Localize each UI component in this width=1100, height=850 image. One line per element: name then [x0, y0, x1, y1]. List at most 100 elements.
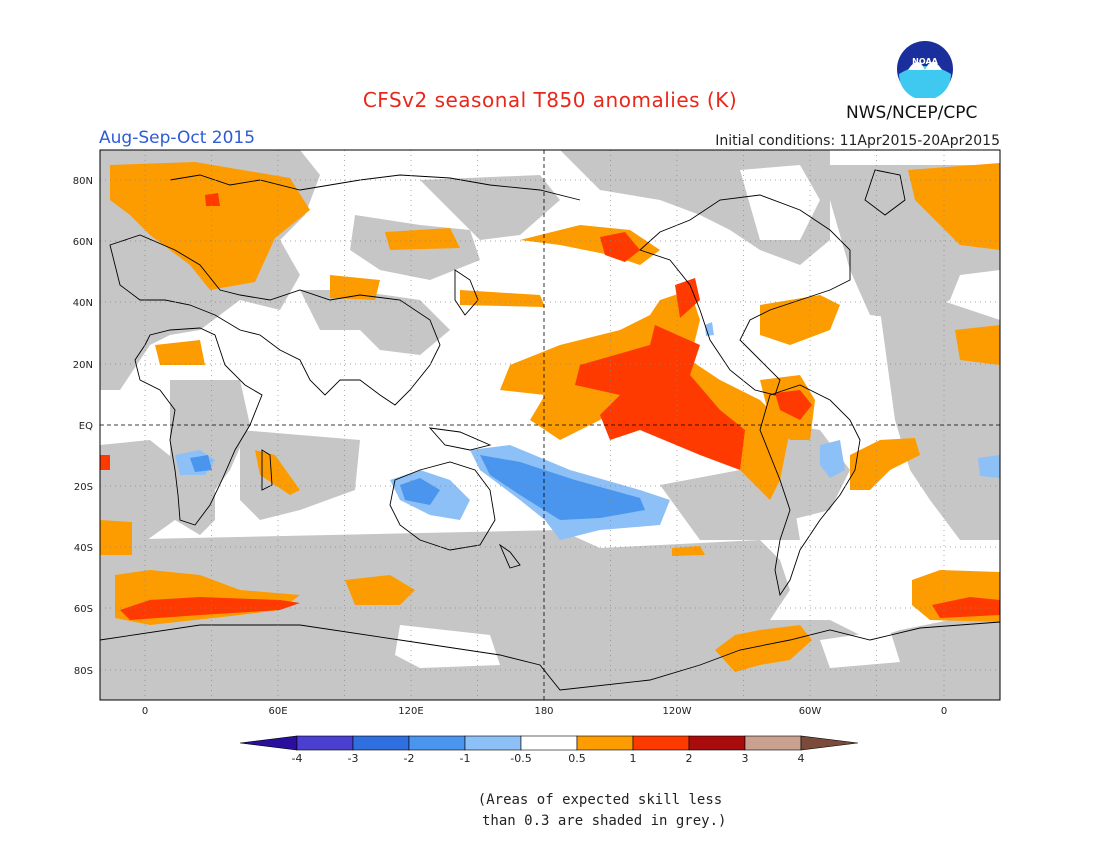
midblue-australia [400, 478, 440, 505]
colorbar-swatch [408, 735, 466, 751]
red-southern-ocean-africa [120, 597, 300, 620]
orange-siberia [385, 228, 460, 250]
colorbar-label: -3 [348, 752, 359, 765]
initial-conditions: Initial conditions: 11Apr2015-20Apr2015 [715, 133, 1000, 149]
lat-label: 40S [74, 543, 93, 554]
colorbar-swatch [632, 735, 690, 751]
footnote-line-2: than 0.3 are shaded in grey.) [473, 813, 727, 829]
orange-europe-east [908, 163, 1000, 250]
lon-label: 180 [534, 706, 553, 717]
red-western-us [675, 278, 700, 318]
colorbar-label: 2 [686, 752, 693, 765]
colorbar-arrow-low [239, 735, 298, 751]
orange-south-atlantic [850, 438, 920, 490]
colorbar-label: -1 [460, 752, 471, 765]
colorbar-swatch [520, 735, 578, 751]
colorbar-swatch [352, 735, 410, 751]
colorbar-label: 3 [742, 752, 749, 765]
coast-greenland-tip [864, 169, 906, 216]
lat-label: 40N [73, 298, 93, 309]
orange-east-atlantic [955, 325, 1000, 365]
lightblue-brazil [820, 440, 845, 478]
noaa-logo-text: NOAA [912, 57, 938, 66]
orange-south-atlantic-west [100, 520, 132, 555]
midblue-africa [190, 455, 212, 472]
orange-north-atlantic-coast [760, 295, 840, 345]
neutral-antarctic-2 [820, 630, 900, 668]
lat-label: 60S [74, 604, 93, 615]
coast-new-guinea [428, 427, 492, 451]
colorbar-swatch [576, 735, 634, 751]
red-nino-region [575, 325, 745, 470]
orange-antarctic-peninsula [715, 625, 812, 672]
colorbar-label: -2 [404, 752, 415, 765]
red-west-edge [100, 455, 110, 470]
footnote-line-1: (Areas of expected skill less [477, 792, 723, 808]
colorbar-label: 1 [630, 752, 637, 765]
noaa-logo: NOAA [897, 41, 953, 98]
red-southern-ocean-east [932, 597, 1000, 618]
coast-australia [389, 461, 496, 551]
anomaly-blue [175, 322, 1000, 540]
red-alaska [600, 232, 640, 262]
grey-indian-ocean [240, 430, 360, 520]
lon-label: 120W [663, 706, 692, 717]
orange-south-pacific-small [672, 546, 705, 556]
coast-madagascar [261, 449, 273, 491]
color-bar-labels: -4 -3 -2 -1 -0.5 0.5 1 2 3 4 [292, 752, 805, 765]
colorbar-swatch [688, 735, 746, 751]
lat-label: 20S [74, 482, 93, 493]
orange-southern-indian [345, 575, 415, 605]
coast-south-america [759, 384, 861, 597]
colorbar-swatch [296, 735, 354, 751]
grey-asia [300, 290, 450, 355]
longitude-labels: 0 60E 120E 180 120W 60W 0 [142, 706, 947, 717]
lat-label: 80N [73, 176, 93, 187]
coast-north-america [639, 194, 851, 396]
grey-okhotsk [420, 175, 560, 240]
orange-central-asia [330, 275, 380, 300]
lat-label: 20N [73, 360, 93, 371]
coastlines [99, 169, 1001, 691]
lon-label: 0 [941, 706, 947, 717]
coast-africa [134, 327, 263, 526]
lon-label: 0 [142, 706, 148, 717]
colorbar-swatch [464, 735, 522, 751]
coast-japan [454, 269, 479, 316]
lat-label: 80S [74, 666, 93, 677]
colorbar-label: -0.5 [510, 752, 531, 765]
anomaly-red [100, 193, 1000, 620]
lon-label: 120E [398, 706, 423, 717]
colorbar-label: 4 [798, 752, 805, 765]
coast-eurasia-south [109, 234, 441, 406]
red-caribbean [775, 390, 812, 420]
orange-sahara [155, 340, 205, 365]
map-panel [99, 149, 1001, 701]
forecast-period: Aug-Sep-Oct 2015 [99, 128, 256, 148]
orange-europe [110, 162, 310, 290]
colorbar-label: 0.5 [568, 752, 586, 765]
agency-label: NWS/NCEP/CPC [846, 103, 978, 123]
colorbar-arrow-high [800, 735, 859, 751]
lat-label: EQ [79, 421, 93, 432]
coast-antarctica [99, 621, 1001, 691]
lon-label: 60W [799, 706, 822, 717]
lightblue-east-edge [978, 455, 1000, 478]
color-bar [239, 735, 859, 751]
lat-label: 60N [73, 237, 93, 248]
noaa-logo-bird [908, 62, 942, 70]
colorbar-swatch [744, 735, 802, 751]
chart-title: CFSv2 seasonal T850 anomalies (K) [362, 88, 738, 112]
neutral-antarctic-1 [395, 625, 500, 668]
red-scandinavia [205, 193, 220, 206]
orange-japan [460, 290, 545, 307]
footnote: (Areas of expected skill less than 0.3 a… [0, 790, 1100, 832]
noaa-logo-wave [899, 66, 951, 98]
coast-new-zealand [498, 543, 521, 569]
coast-arctic [169, 174, 581, 201]
orange-madagascar [255, 450, 300, 495]
latitude-labels: 80N 60N 40N 20N EQ 20S 40S 60S 80S [73, 176, 93, 677]
lon-label: 60E [268, 706, 287, 717]
map-frame [99, 149, 1001, 701]
